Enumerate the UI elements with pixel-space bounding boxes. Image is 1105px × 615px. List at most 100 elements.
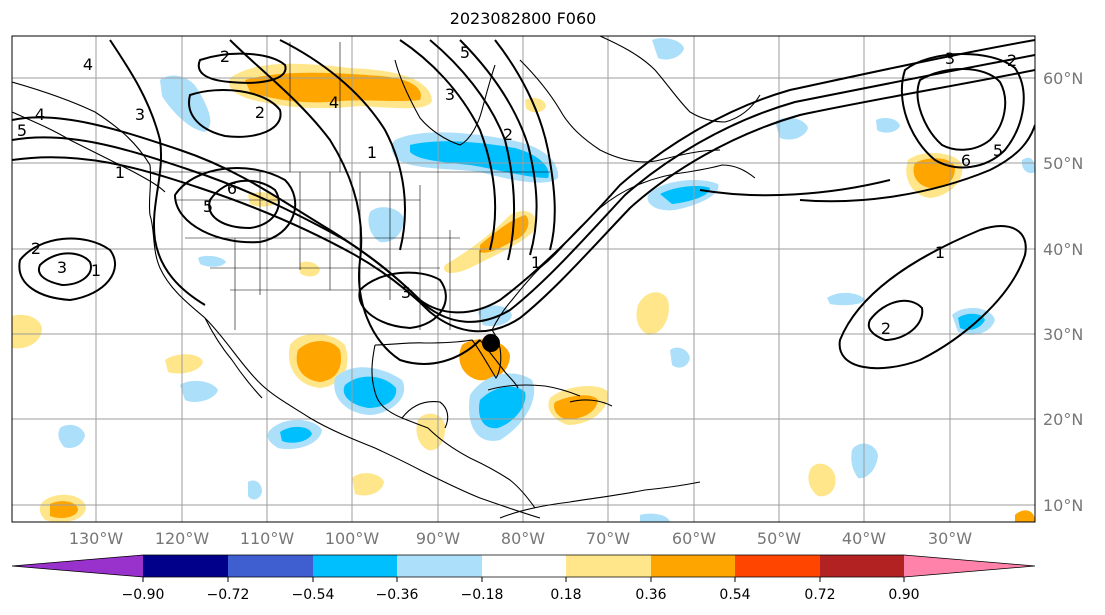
latitude-axis: 60°N 50°N 40°N 30°N 20°N 10°N [1043, 69, 1083, 515]
negative-anomaly-pacific-mid [180, 380, 218, 402]
positive-anomaly-shading [12, 63, 1035, 522]
negative-anomaly-newfoundland-core [660, 186, 710, 204]
colorbar: −0.90 −0.72 −0.54 −0.36 −0.18 0.18 0.36 … [11, 554, 1036, 603]
negative-anomaly-bahamas [670, 347, 690, 368]
contour-line-21 [838, 225, 1027, 370]
contour-line-18 [900, 53, 1025, 169]
negative-anomaly-gulf-mexico-core [343, 376, 397, 408]
longitude-axis: 130°W 120°W 110°W 100°W 90°W 80°W 70°W 6… [69, 529, 972, 548]
contour-label-6b: 6 [961, 151, 971, 170]
coastline-hispaniola [569, 399, 613, 407]
lat-label-40n: 40°N [1043, 240, 1083, 259]
colorbar-bin-4 [397, 555, 482, 577]
map-frame [11, 35, 1036, 523]
lat-label-30n: 30°N [1043, 325, 1083, 344]
contour-label-5d: 5 [993, 141, 1003, 160]
colorbar-tick-label: 0.36 [635, 587, 666, 603]
negative-anomaly-north-atlantic [775, 117, 808, 140]
coastline-central-america [427, 427, 536, 509]
contour-line-17 [358, 271, 447, 330]
positive-anomaly-montana [300, 261, 320, 277]
contour-label-3a: 3 [135, 105, 145, 124]
contour-line-7 [399, 39, 497, 251]
colorbar-tick-label: −0.54 [292, 587, 335, 603]
contour-line-3 [12, 69, 1035, 333]
contour-line-6 [279, 39, 406, 251]
coastline-cuba [487, 384, 581, 397]
negative-anomaly-north-atlantic-2 [876, 118, 900, 133]
contour-line-11 [208, 179, 280, 230]
negative-anomaly-pacific-far-w [58, 424, 85, 448]
negative-anomaly-minnesota [368, 207, 404, 243]
negative-anomaly-south-tropics [640, 513, 670, 522]
negative-anomaly-pacific-small [198, 255, 226, 267]
lat-label-50n: 50°N [1043, 154, 1083, 173]
contour-lines [12, 39, 1035, 370]
negative-anomaly-cuba-core [478, 386, 526, 429]
contour-line-12 [173, 167, 297, 244]
storm-center-marker [482, 334, 500, 352]
contour-label-3c: 3 [445, 85, 455, 104]
colorbar-tick-labels: −0.90 −0.72 −0.54 −0.36 −0.18 0.18 0.36 … [122, 587, 920, 603]
map-plot-area: 2 4 5 3 2 1 6 4 5 2 3 1 4 5 3 1 2 3 6 5 … [12, 36, 1035, 522]
lon-label-110w: 110°W [240, 529, 295, 548]
contour-label-3d: 3 [401, 283, 411, 302]
positive-anomaly-central-atlantic [636, 292, 669, 335]
lat-label-10n: 10°N [1043, 496, 1083, 515]
contour-label-4a: 4 [83, 55, 93, 74]
positive-anomaly-mexico-core [296, 341, 342, 382]
coastline-south-america [499, 481, 701, 519]
contour-line-8 [429, 39, 516, 261]
contour-line-15 [197, 52, 287, 84]
contour-line-19 [916, 68, 1007, 151]
contour-label-3e: 3 [945, 49, 955, 68]
positive-anomaly-labrador [525, 98, 546, 113]
colorbar-under-arrow [12, 555, 143, 577]
colorbar-tick-label: 0.18 [550, 587, 581, 603]
negative-anomaly-hudson-core [410, 141, 549, 178]
coastlines [12, 36, 761, 519]
coastline-pacific-nw [12, 81, 541, 519]
contour-line-20 [799, 124, 1035, 203]
contour-label-1b: 1 [91, 261, 101, 280]
contour-label-3b: 3 [57, 258, 67, 277]
contour-label-2e: 2 [881, 319, 891, 338]
negative-anomaly-east-atlantic-core [958, 313, 985, 330]
colorbar-tick-label: −0.90 [122, 587, 165, 603]
colorbar-tick-label: −0.18 [461, 587, 504, 603]
lon-label-90w: 90°W [416, 529, 460, 548]
contour-label-2b: 2 [255, 103, 265, 122]
contour-label-1e: 1 [531, 253, 541, 272]
contour-label-5b: 5 [203, 197, 213, 216]
contour-line-13 [18, 237, 116, 302]
positive-anomaly-caribbean-core [554, 395, 598, 420]
colorbar-bin-1 [143, 555, 228, 577]
graticule [12, 36, 1035, 522]
coastline-mexico-east [371, 344, 429, 429]
negative-anomaly-tropical-atlantic [851, 443, 878, 479]
negative-anomaly-greenland [652, 38, 684, 60]
positive-anomaly-pacific-central [165, 354, 203, 374]
lon-label-130w: 130°W [69, 529, 124, 548]
contour-label-1a: 1 [115, 163, 125, 182]
colorbar-bin-7 [651, 555, 735, 577]
contour-labels: 2 4 5 3 2 1 6 4 5 2 3 1 4 5 3 1 2 3 6 5 … [17, 43, 1017, 338]
lon-label-80w: 80°W [501, 529, 545, 548]
lon-label-100w: 100°W [325, 529, 380, 548]
positive-anomaly-atlantic-core [913, 158, 955, 188]
coastline-hudson-bay [394, 59, 496, 146]
contour-line-16 [188, 89, 282, 138]
map-title: 2023082800 F060 [449, 9, 597, 28]
colorbar-ticks [142, 577, 905, 582]
contour-line-1 [12, 39, 1035, 314]
coastline-alaska [12, 111, 166, 193]
positive-anomaly-south-atlantic [808, 463, 836, 497]
contour-label-1c: 1 [367, 143, 377, 162]
contour-line-2 [12, 54, 1035, 323]
positive-anomaly-pacific-w [12, 314, 42, 349]
lon-label-120w: 120°W [155, 529, 210, 548]
lat-label-20n: 20°N [1043, 410, 1083, 429]
lat-label-60n: 60°N [1043, 69, 1083, 88]
coastline-yucatan [401, 401, 449, 429]
colorbar-bin-5 [482, 555, 566, 577]
